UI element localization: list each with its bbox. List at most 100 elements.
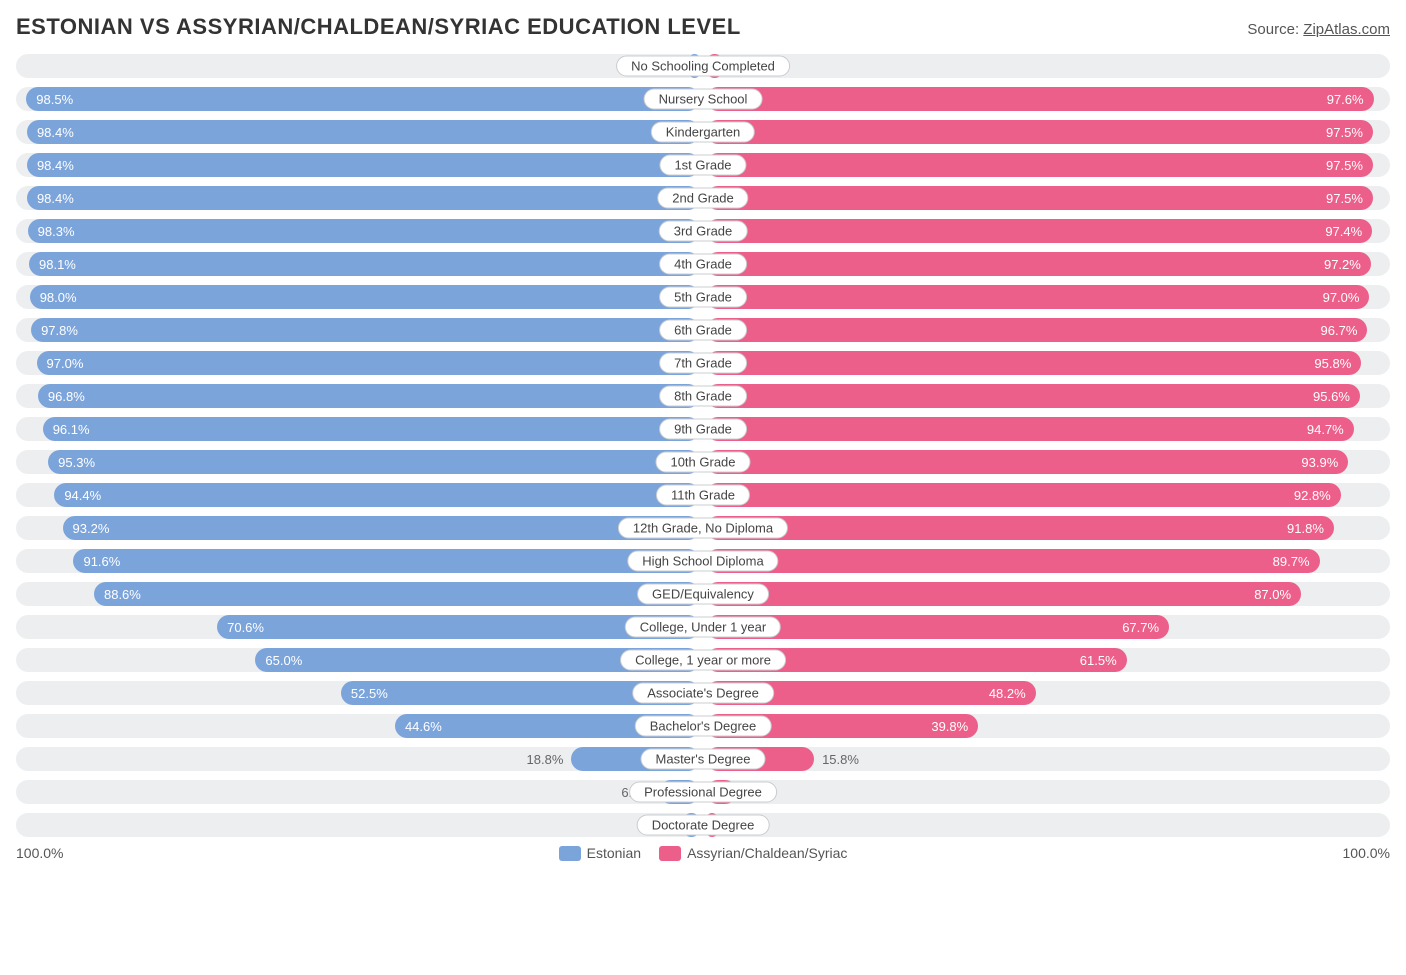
bar-left-value: 98.4% bbox=[37, 191, 74, 206]
bar-right-value: 61.5% bbox=[1080, 653, 1117, 668]
bar-right: 91.8% bbox=[706, 516, 1334, 540]
chart-row: 18.8%15.8%Master's Degree bbox=[16, 747, 1390, 771]
chart-row: 94.4%92.8%11th Grade bbox=[16, 483, 1390, 507]
bar-right-value: 93.9% bbox=[1301, 455, 1338, 470]
track-right: 97.4% bbox=[706, 219, 1390, 243]
chart-row: 93.2%91.8%12th Grade, No Diploma bbox=[16, 516, 1390, 540]
bar-left-value: 98.4% bbox=[37, 125, 74, 140]
bar-left: 98.4% bbox=[27, 153, 700, 177]
bar-left: 94.4% bbox=[54, 483, 700, 507]
source-label: Source: bbox=[1247, 21, 1299, 38]
bar-right-value: 91.8% bbox=[1287, 521, 1324, 536]
chart-footer: 100.0% Estonian Assyrian/Chaldean/Syriac… bbox=[16, 845, 1390, 861]
bar-right-value: 95.8% bbox=[1314, 356, 1351, 371]
track-left: 6.0% bbox=[16, 780, 700, 804]
diverging-bar-chart: 1.6%2.5%No Schooling Completed98.5%97.6%… bbox=[16, 54, 1390, 837]
category-label: College, Under 1 year bbox=[625, 617, 781, 638]
bar-right: 97.5% bbox=[706, 153, 1373, 177]
track-right: 61.5% bbox=[706, 648, 1390, 672]
category-label: Bachelor's Degree bbox=[635, 716, 772, 737]
track-right: 39.8% bbox=[706, 714, 1390, 738]
track-right: 97.5% bbox=[706, 120, 1390, 144]
track-left: 96.1% bbox=[16, 417, 700, 441]
chart-row: 6.0%4.5%Professional Degree bbox=[16, 780, 1390, 804]
track-right: 97.5% bbox=[706, 186, 1390, 210]
track-right: 89.7% bbox=[706, 549, 1390, 573]
track-right: 95.8% bbox=[706, 351, 1390, 375]
category-label: 7th Grade bbox=[659, 353, 747, 374]
bar-left-value: 70.6% bbox=[227, 620, 264, 635]
track-left: 98.4% bbox=[16, 153, 700, 177]
bar-right: 87.0% bbox=[706, 582, 1301, 606]
chart-row: 96.1%94.7%9th Grade bbox=[16, 417, 1390, 441]
track-left: 52.5% bbox=[16, 681, 700, 705]
track-left: 97.0% bbox=[16, 351, 700, 375]
bar-left-value: 93.2% bbox=[73, 521, 110, 536]
category-label: 1st Grade bbox=[659, 155, 746, 176]
bar-left-value: 98.3% bbox=[38, 224, 75, 239]
bar-left-value: 44.6% bbox=[405, 719, 442, 734]
chart-row: 98.4% 97.5% Kindergarten bbox=[16, 120, 1390, 144]
bar-left: 98.4% bbox=[27, 120, 700, 144]
bar-right: 97.2% bbox=[706, 252, 1371, 276]
bar-right: 92.8% bbox=[706, 483, 1341, 507]
track-right: 67.7% bbox=[706, 615, 1390, 639]
chart-row: 97.0% 95.8% 7th Grade bbox=[16, 351, 1390, 375]
category-label: Professional Degree bbox=[629, 782, 777, 803]
chart-row: 88.6% 87.0% GED/Equivalency bbox=[16, 582, 1390, 606]
source-link[interactable]: ZipAtlas.com bbox=[1303, 21, 1390, 38]
track-left: 98.5% bbox=[16, 87, 700, 111]
bar-left: 96.8% bbox=[38, 384, 700, 408]
bar-left: 98.1% bbox=[29, 252, 700, 276]
track-right: 97.5% bbox=[706, 153, 1390, 177]
track-right: 4.5% bbox=[706, 780, 1390, 804]
bar-left-value: 98.5% bbox=[36, 92, 73, 107]
bar-right-value: 87.0% bbox=[1254, 587, 1291, 602]
category-label: Kindergarten bbox=[651, 122, 755, 143]
track-right: 96.7% bbox=[706, 318, 1390, 342]
category-label: 3rd Grade bbox=[659, 221, 748, 242]
category-label: 8th Grade bbox=[659, 386, 747, 407]
legend-item-left: Estonian bbox=[559, 845, 641, 861]
bar-right: 96.7% bbox=[706, 318, 1367, 342]
bar-right: 93.9% bbox=[706, 450, 1348, 474]
bar-left-value: 65.0% bbox=[265, 653, 302, 668]
track-right: 48.2% bbox=[706, 681, 1390, 705]
track-left: 98.3% bbox=[16, 219, 700, 243]
bar-left: 91.6% bbox=[73, 549, 700, 573]
chart-row: 95.3%93.9%10th Grade bbox=[16, 450, 1390, 474]
bar-right-value: 94.7% bbox=[1307, 422, 1344, 437]
track-right: 93.9% bbox=[706, 450, 1390, 474]
chart-row: 98.1%97.2%4th Grade bbox=[16, 252, 1390, 276]
bar-right: 97.6% bbox=[706, 87, 1374, 111]
track-right: 92.8% bbox=[706, 483, 1390, 507]
bar-left: 97.8% bbox=[31, 318, 700, 342]
bar-right-value: 97.0% bbox=[1323, 290, 1360, 305]
category-label: No Schooling Completed bbox=[616, 56, 790, 77]
bar-right-value: 89.7% bbox=[1273, 554, 1310, 569]
bar-right: 95.6% bbox=[706, 384, 1360, 408]
bar-right-value: 97.2% bbox=[1324, 257, 1361, 272]
bar-left-value: 96.1% bbox=[53, 422, 90, 437]
bar-right-value: 97.5% bbox=[1326, 191, 1363, 206]
axis-max-left: 100.0% bbox=[16, 845, 63, 861]
bar-right-value: 48.2% bbox=[989, 686, 1026, 701]
bar-right: 89.7% bbox=[706, 549, 1320, 573]
chart-row: 2.5%1.7%Doctorate Degree bbox=[16, 813, 1390, 837]
bar-left: 98.5% bbox=[26, 87, 700, 111]
track-right: 2.5% bbox=[706, 54, 1390, 78]
bar-left: 88.6% bbox=[94, 582, 700, 606]
chart-header: ESTONIAN VS ASSYRIAN/CHALDEAN/SYRIAC EDU… bbox=[16, 14, 1390, 40]
category-label: Doctorate Degree bbox=[637, 815, 770, 836]
category-label: 11th Grade bbox=[656, 485, 750, 506]
category-label: GED/Equivalency bbox=[637, 584, 769, 605]
track-right: 91.8% bbox=[706, 516, 1390, 540]
chart-row: 98.4%97.5%2nd Grade bbox=[16, 186, 1390, 210]
track-right: 97.0% bbox=[706, 285, 1390, 309]
legend-label-left: Estonian bbox=[587, 845, 641, 861]
chart-row: 91.6%89.7%High School Diploma bbox=[16, 549, 1390, 573]
track-left: 2.5% bbox=[16, 813, 700, 837]
bar-right-value: 67.7% bbox=[1122, 620, 1159, 635]
bar-right: 97.4% bbox=[706, 219, 1372, 243]
bar-right-value: 97.5% bbox=[1326, 125, 1363, 140]
